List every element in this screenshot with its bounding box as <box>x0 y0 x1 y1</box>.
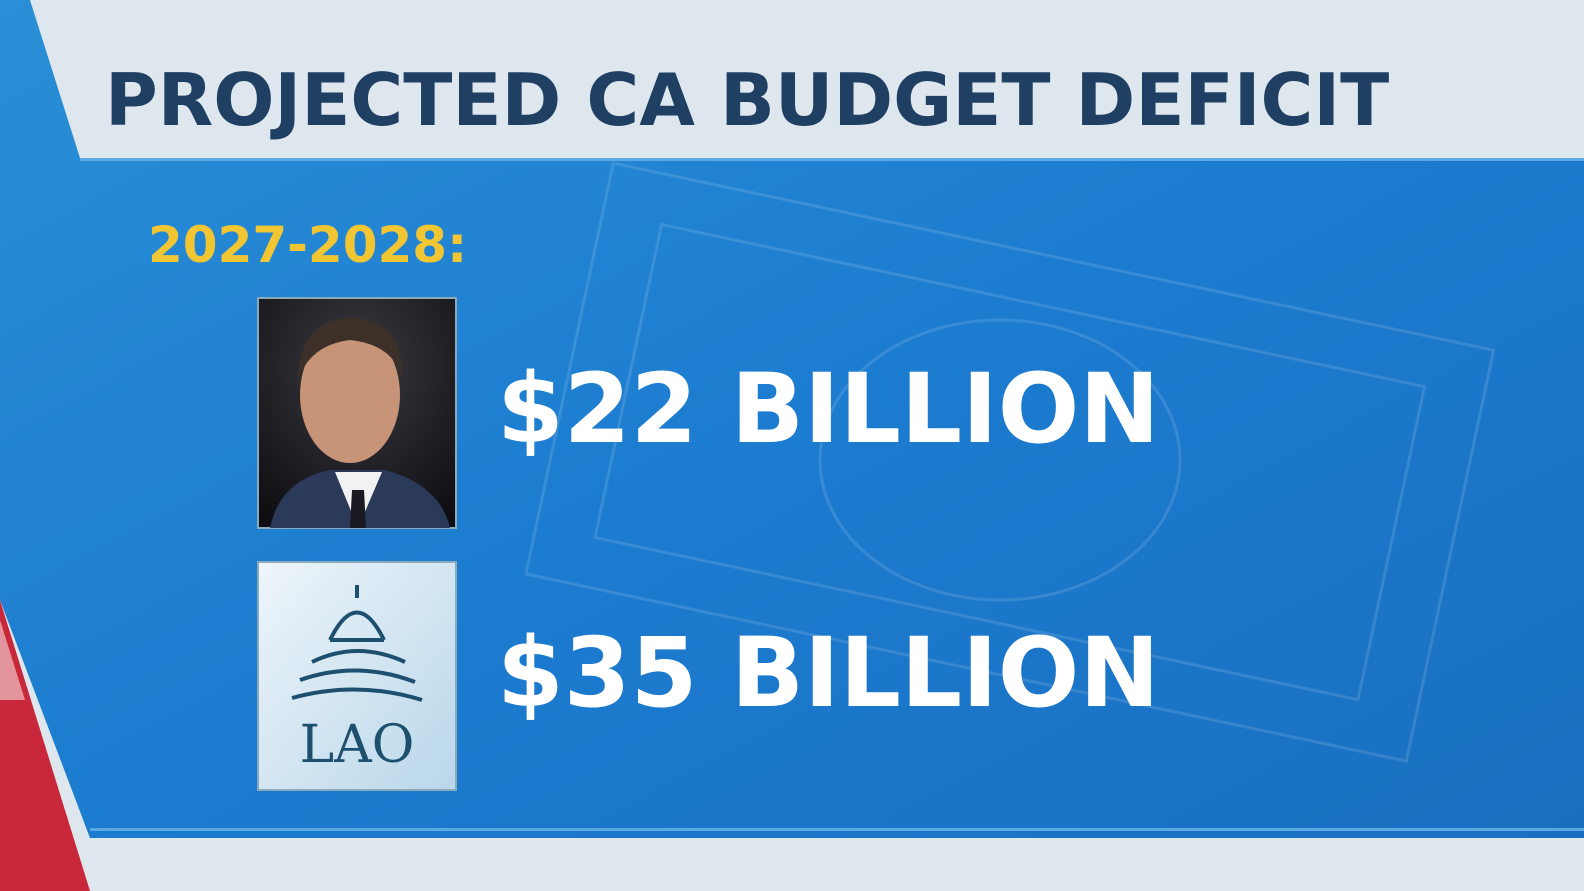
money-texture <box>524 161 1496 763</box>
accent <box>0 620 25 700</box>
title: PROJECTED CA BUDGET DEFICIT <box>105 58 1389 142</box>
divider <box>80 158 1584 161</box>
amount: $22 BILLION <box>497 353 1160 465</box>
red-accent <box>0 600 90 891</box>
logo-text: LAO <box>300 715 415 775</box>
lao-logo: LAO <box>257 561 457 791</box>
divider <box>90 828 1584 831</box>
photo <box>257 297 457 529</box>
amount: $35 BILLION <box>497 617 1160 729</box>
period: 2027-2028: <box>148 216 467 274</box>
